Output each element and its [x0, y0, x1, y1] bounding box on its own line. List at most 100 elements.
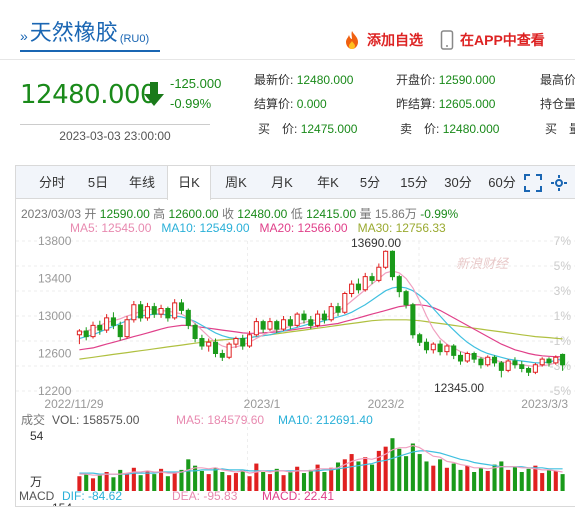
- tab-15min[interactable]: 15分: [400, 175, 428, 190]
- macd-dea: DEA: -95.83: [172, 489, 238, 503]
- phone-icon: [440, 30, 454, 50]
- current-price: 12480.000: [20, 80, 157, 110]
- candle-body: [144, 306, 151, 319]
- candle-body: [444, 345, 450, 353]
- tab-30min[interactable]: 30分: [444, 175, 472, 190]
- add-favorite-button[interactable]: 添加自选: [342, 30, 423, 50]
- tab-daily-k[interactable]: 日K: [167, 166, 211, 200]
- macd-value: MACD: 22.41: [262, 489, 334, 503]
- candle-body: [172, 302, 178, 319]
- volume-bar: [451, 463, 456, 491]
- candle: [185, 308, 191, 330]
- stat-settle: 结算价: 0.000: [254, 95, 327, 112]
- candle: [335, 302, 341, 316]
- high-annotation: 13690.00: [351, 236, 401, 250]
- stat-high-label: 最高价: [540, 73, 575, 87]
- ohlc-low-label: 低: [290, 207, 303, 221]
- candle-body: [498, 362, 504, 371]
- volume-bar: [546, 469, 552, 491]
- candle: [423, 338, 430, 354]
- volume-ma5: MA5: 184579.60: [176, 413, 264, 427]
- volume-bar: [213, 467, 218, 491]
- candle: [485, 355, 491, 367]
- volume-bar: [125, 473, 130, 491]
- y-tick-label-right: 3%: [554, 284, 572, 298]
- tab-weekly-k[interactable]: 周K: [225, 175, 247, 190]
- volume-bar: [519, 472, 524, 491]
- candle: [457, 351, 464, 365]
- candle-body: [403, 291, 409, 306]
- volume-bar: [288, 470, 293, 491]
- candle-body: [342, 293, 348, 313]
- candle: [505, 359, 511, 373]
- stat-oi-label: 持仓量: [540, 97, 575, 111]
- settings-icon[interactable]: [550, 174, 568, 192]
- candle: [451, 344, 457, 360]
- volume-bar: [165, 476, 170, 491]
- volume-bar: [560, 474, 565, 491]
- volume-bar: [118, 469, 123, 491]
- title-underline: [20, 50, 160, 52]
- open-in-app-button[interactable]: 在APP中查看: [440, 30, 545, 50]
- candle-body: [457, 354, 464, 362]
- candle-body: [539, 358, 545, 366]
- volume-bar: [410, 443, 415, 491]
- low-annotation: 12345.00: [434, 381, 484, 395]
- candle-body: [301, 313, 307, 321]
- volume-bar: [444, 467, 449, 491]
- tab-intraday[interactable]: 分时: [38, 175, 65, 190]
- candle-body: [117, 324, 123, 338]
- candle: [383, 250, 389, 270]
- volume-axis-top: 54: [30, 429, 44, 443]
- candle-body: [233, 338, 239, 345]
- volume-bar: [390, 438, 395, 491]
- y-tick-label-right: -1%: [550, 334, 572, 348]
- candle: [253, 317, 259, 337]
- title-group: » 天然橡胶 (RU0): [20, 22, 149, 46]
- y-tick-label: 13000: [38, 309, 72, 323]
- ma10-line: [79, 286, 563, 364]
- candle: [512, 357, 518, 369]
- candle: [151, 302, 157, 318]
- candle-body: [451, 345, 457, 356]
- candle-body: [165, 308, 171, 319]
- candle: [260, 319, 266, 333]
- volume-bar: [199, 470, 204, 491]
- candle-body: [97, 324, 103, 331]
- candle-body: [247, 334, 253, 347]
- y-tick-label-right: -5%: [550, 384, 572, 398]
- candle-body: [267, 321, 273, 330]
- tab-yearline[interactable]: 年线: [128, 175, 155, 190]
- candle: [444, 344, 450, 356]
- volume-bar: [397, 448, 402, 491]
- price-change: -125.000: [170, 76, 222, 91]
- candle-body: [430, 343, 436, 351]
- tab-5min[interactable]: 5分: [359, 175, 381, 190]
- stat-settle-value: 0.000: [296, 97, 327, 111]
- tab-60min[interactable]: 60分: [488, 175, 516, 190]
- kline-chart[interactable]: 新浪财经 13800 13400 13000 12600 12200 7% 5% 3% 1% -…: [16, 236, 575, 506]
- tab-5day[interactable]: 5日: [87, 175, 109, 190]
- volume-bar: [417, 454, 422, 491]
- candle: [389, 250, 395, 281]
- candle-body: [206, 341, 212, 347]
- candle: [219, 349, 225, 361]
- y-tick-label-right: 5%: [554, 259, 572, 273]
- stat-bid: 买 价: 12475.000: [258, 120, 357, 137]
- fullscreen-icon[interactable]: [524, 174, 542, 192]
- flame-icon: [346, 31, 358, 49]
- candle: [464, 351, 470, 363]
- candle-body: [512, 360, 518, 366]
- volume-bar: [322, 472, 327, 491]
- volume-bar: [404, 456, 409, 491]
- stat-prev-settle: 昨结算: 12605.000: [396, 95, 495, 112]
- tab-yearly-k[interactable]: 年K: [317, 175, 339, 190]
- candle: [281, 316, 287, 331]
- stat-ask: 卖 价: 12480.000: [400, 120, 499, 137]
- ohlc-high: 12600.00: [168, 207, 219, 221]
- volume-bar: [77, 476, 82, 491]
- tab-monthly-k[interactable]: 月K: [271, 175, 293, 190]
- candle-body: [226, 343, 232, 358]
- vol-ma5-line: [79, 444, 563, 476]
- volume-bar: [485, 470, 490, 491]
